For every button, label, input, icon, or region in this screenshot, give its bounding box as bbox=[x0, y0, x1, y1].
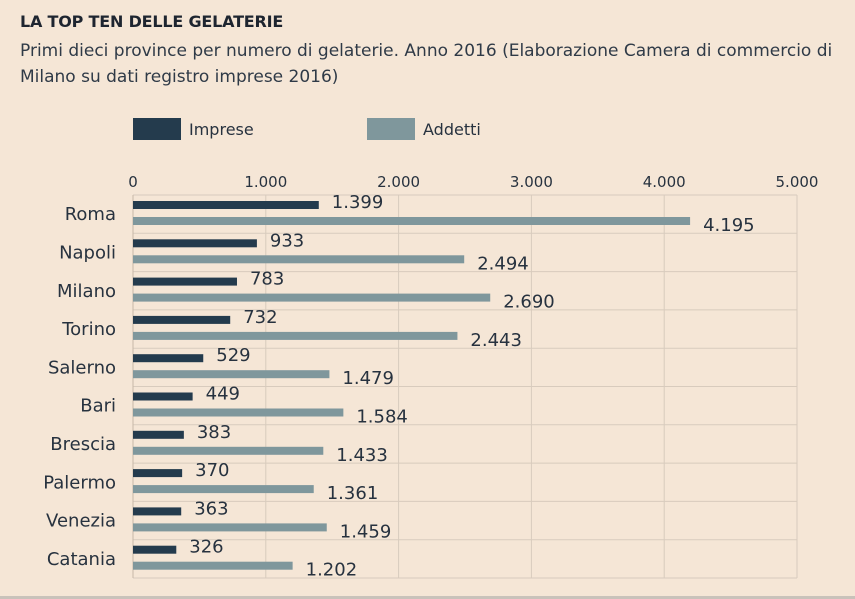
bar-imprese bbox=[133, 545, 177, 554]
bar-addetti bbox=[133, 446, 324, 455]
x-tick-label: 3.000 bbox=[510, 173, 553, 191]
category-label: Roma bbox=[65, 204, 116, 225]
data-label-imprese: 529 bbox=[216, 345, 250, 366]
x-tick-label: 0 bbox=[128, 173, 138, 191]
data-label-addetti: 1.361 bbox=[327, 483, 379, 504]
bar-addetti bbox=[133, 408, 344, 417]
data-label-addetti: 1.584 bbox=[356, 407, 408, 428]
bar-imprese bbox=[133, 239, 257, 248]
bar-addetti bbox=[133, 217, 691, 225]
category-label: Milano bbox=[57, 281, 116, 302]
category-label: Torino bbox=[61, 319, 116, 340]
data-label-addetti: 2.443 bbox=[470, 330, 522, 351]
chart-subtitle: Primi dieci province per numero di gelat… bbox=[20, 41, 833, 87]
bar-addetti bbox=[133, 523, 327, 532]
bar-imprese bbox=[133, 430, 184, 439]
x-tick-label: 1.000 bbox=[244, 173, 287, 191]
data-label-addetti: 1.479 bbox=[342, 368, 394, 389]
data-label-addetti: 2.494 bbox=[477, 253, 529, 274]
legend-swatch-imprese bbox=[133, 118, 181, 140]
bar-imprese bbox=[133, 315, 231, 324]
category-label: Napoli bbox=[59, 242, 116, 263]
data-label-imprese: 732 bbox=[243, 307, 277, 328]
legend-item-addetti: Addetti bbox=[367, 118, 481, 140]
legend-label-addetti: Addetti bbox=[423, 119, 481, 139]
category-label: Salerno bbox=[48, 357, 116, 378]
x-tick-label: 5.000 bbox=[776, 173, 819, 191]
legend-swatch-addetti bbox=[367, 118, 415, 140]
data-label-imprese: 933 bbox=[270, 230, 304, 251]
bar-addetti bbox=[133, 485, 314, 494]
bottom-rule bbox=[0, 596, 855, 599]
data-label-imprese: 449 bbox=[206, 384, 240, 405]
data-label-imprese: 783 bbox=[250, 269, 284, 290]
bar-imprese bbox=[133, 354, 204, 363]
bar-addetti bbox=[133, 370, 330, 379]
chart-title: LA TOP TEN DELLE GELATERIE bbox=[20, 12, 284, 31]
data-label-addetti: 4.195 bbox=[703, 215, 755, 236]
data-label-imprese: 370 bbox=[195, 460, 229, 481]
bar-imprese bbox=[133, 469, 183, 478]
data-label-imprese: 363 bbox=[194, 498, 228, 519]
category-label: Palermo bbox=[43, 472, 116, 493]
bar-addetti bbox=[133, 331, 458, 340]
category-label: Catania bbox=[47, 549, 116, 570]
category-label: Brescia bbox=[50, 434, 116, 455]
data-label-imprese: 383 bbox=[197, 422, 231, 443]
bar-imprese bbox=[133, 277, 237, 286]
bar-addetti bbox=[133, 561, 293, 570]
category-label: Venezia bbox=[46, 511, 116, 532]
data-label-addetti: 1.459 bbox=[340, 521, 392, 542]
bar-addetti bbox=[133, 293, 491, 302]
x-tick-label: 2.000 bbox=[377, 173, 420, 191]
data-label-addetti: 1.433 bbox=[336, 445, 388, 466]
category-label: Bari bbox=[80, 396, 116, 417]
data-label-imprese: 326 bbox=[189, 537, 223, 558]
bar-addetti bbox=[133, 255, 465, 264]
x-tick-label: 4.000 bbox=[643, 173, 686, 191]
bar-imprese bbox=[133, 201, 319, 209]
bar-imprese bbox=[133, 392, 193, 401]
legend-label-imprese: Imprese bbox=[189, 119, 254, 139]
legend-item-imprese: Imprese bbox=[133, 118, 254, 140]
data-label-addetti: 2.690 bbox=[503, 292, 555, 313]
bar-imprese bbox=[133, 507, 182, 516]
data-label-imprese: 1.399 bbox=[332, 192, 384, 213]
data-label-addetti: 1.202 bbox=[306, 560, 358, 581]
